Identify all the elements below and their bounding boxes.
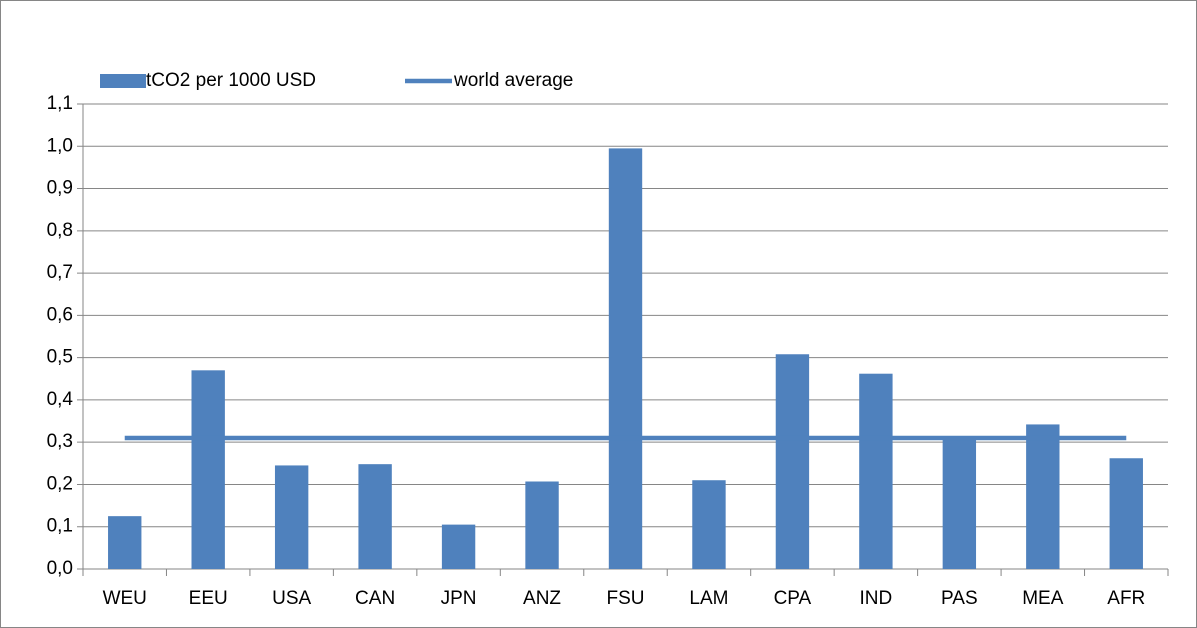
legend-label: world average	[453, 70, 573, 91]
y-tick-label: 0,5	[47, 347, 73, 368]
y-tick-label: 0,2	[47, 473, 73, 494]
legend-label: tCO2 per 1000 USD	[146, 70, 316, 91]
x-tick-label: MEA	[1022, 588, 1064, 609]
y-tick-label: 1,0	[47, 135, 73, 156]
y-tick-label: 1,1	[47, 93, 73, 114]
bar	[1109, 458, 1143, 569]
x-tick-label: EEU	[189, 588, 228, 609]
x-tick-label: AFR	[1107, 588, 1145, 609]
bar	[608, 148, 643, 570]
x-tick-label: ANZ	[523, 588, 561, 609]
bar	[441, 524, 476, 569]
x-tick-label: PAS	[941, 588, 978, 609]
bar	[1026, 424, 1060, 569]
x-tick-label: IND	[860, 588, 893, 609]
x-tick-label: CAN	[355, 588, 395, 609]
x-tick-label: WEU	[103, 588, 147, 609]
x-tick-label: FSU	[607, 588, 645, 609]
x-tick-label: LAM	[689, 588, 728, 609]
y-tick-label: 0,7	[47, 262, 73, 283]
x-tick-label: CPA	[774, 588, 812, 609]
bar	[274, 465, 309, 569]
bar	[942, 437, 977, 569]
y-tick-label: 0,8	[47, 220, 73, 241]
bar	[692, 480, 726, 569]
bar	[191, 370, 225, 569]
y-tick-label: 0,3	[47, 431, 73, 452]
y-tick-label: 0,4	[47, 389, 74, 410]
bar	[775, 354, 810, 569]
legend-swatch	[100, 74, 146, 88]
bar	[525, 481, 559, 569]
x-tick-label: JPN	[441, 588, 477, 609]
y-tick-label: 0,9	[47, 178, 73, 199]
y-tick-label: 0,1	[47, 516, 73, 537]
bar	[859, 373, 893, 569]
y-tick-label: 0,6	[47, 304, 73, 325]
y-tick-label: 0,0	[47, 558, 73, 579]
bar	[358, 464, 392, 569]
bar	[108, 516, 142, 569]
x-tick-label: USA	[272, 588, 311, 609]
